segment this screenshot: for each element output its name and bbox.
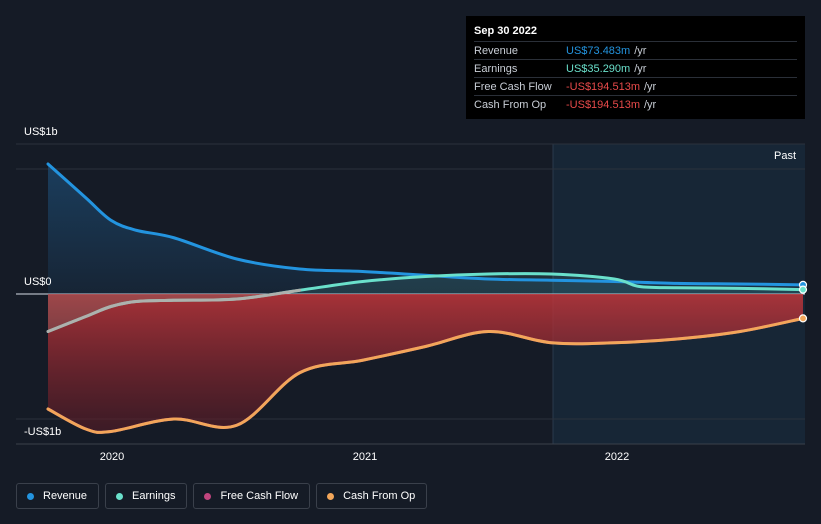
chart-area — [16, 143, 808, 445]
data-tooltip: Sep 30 2022 Revenue US$73.483m /yr Earni… — [466, 16, 805, 119]
tooltip-unit: /yr — [634, 62, 647, 75]
earnings-negative-segment — [46, 288, 302, 333]
tooltip-unit: /yr — [644, 98, 657, 111]
x-tick-label-2021: 2021 — [352, 451, 378, 463]
legend-dot-icon — [27, 492, 34, 500]
legend-item-earnings[interactable]: Earnings — [105, 483, 188, 509]
series-lines — [46, 162, 805, 434]
tooltip-value: -US$194.513m — [566, 98, 640, 111]
tooltip-row-revenue: Revenue US$73.483m /yr — [474, 41, 797, 59]
legend-item-cash-from-op[interactable]: Cash From Op — [316, 483, 428, 509]
tooltip-date: Sep 30 2022 — [474, 25, 537, 37]
series-areas — [48, 164, 803, 433]
legend-label: Revenue — [43, 490, 88, 502]
tooltip-row-cash-from-op: Cash From Op -US$194.513m /yr — [474, 95, 797, 113]
cash-from-op-line — [46, 316, 805, 434]
tooltip-label: Free Cash Flow — [474, 80, 552, 93]
legend-label: Earnings — [132, 490, 176, 502]
revenue-area — [48, 164, 803, 294]
tooltip-row-free-cash-flow: Free Cash Flow -US$194.513m /yr — [474, 77, 797, 95]
legend-dot-icon — [327, 492, 335, 500]
tooltip-label: Cash From Op — [474, 98, 547, 111]
legend-label: Free Cash Flow — [220, 490, 299, 502]
earnings-endpoint — [798, 285, 808, 294]
past-label: Past — [774, 150, 797, 162]
legend-dot-icon — [204, 492, 212, 500]
tooltip-unit: /yr — [644, 80, 657, 93]
tooltip-label: Earnings — [474, 62, 518, 75]
cash-from-op-endpoint — [798, 314, 808, 323]
chart-legend: Revenue Earnings Free Cash Flow Cash Fro… — [16, 483, 428, 509]
tooltip-unit: /yr — [634, 44, 647, 57]
y-tick-label-bottom: -US$1b — [24, 426, 62, 438]
tooltip-value: US$73.483m — [566, 44, 631, 57]
x-tick-label-2022: 2022 — [604, 451, 630, 463]
earnings-area — [48, 273, 803, 332]
tooltip-label: Revenue — [474, 44, 519, 57]
legend-dot-icon — [116, 492, 124, 500]
x-tick-label-2020: 2020 — [99, 451, 125, 463]
cash-from-op-area — [48, 294, 803, 433]
legend-item-free-cash-flow[interactable]: Free Cash Flow — [193, 483, 311, 509]
revenue-line — [46, 162, 805, 287]
y-tick-label-zero: US$0 — [24, 276, 52, 288]
series-endpoints — [798, 280, 808, 323]
tooltip-value: US$35.290m — [566, 62, 631, 75]
y-tick-label-top: US$1b — [24, 126, 58, 138]
tooltip-value: -US$194.513m — [566, 80, 640, 93]
tooltip-row-earnings: Earnings US$35.290m /yr — [474, 59, 797, 77]
legend-label: Cash From Op — [343, 490, 416, 502]
legend-item-revenue[interactable]: Revenue — [16, 483, 100, 509]
